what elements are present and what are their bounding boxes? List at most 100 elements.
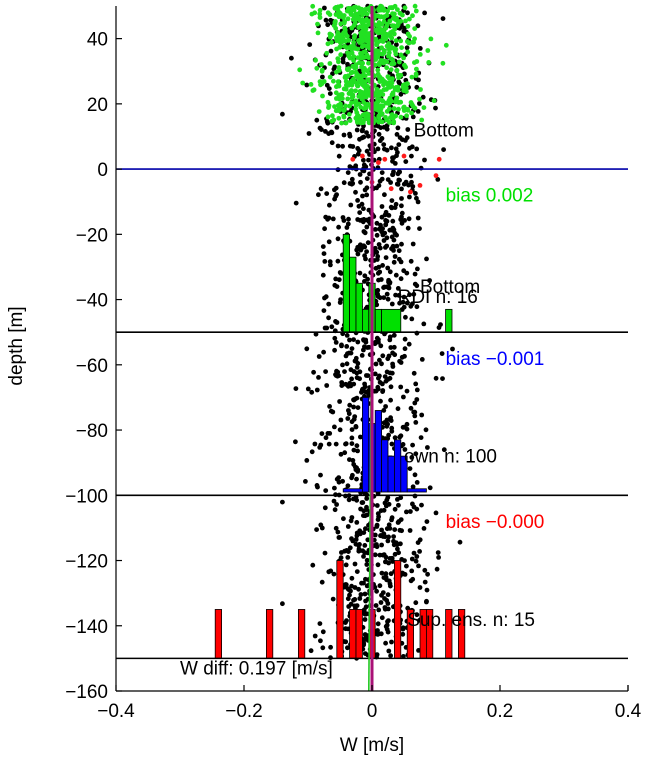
- scatter-point: [351, 337, 356, 342]
- scatter-point: [387, 227, 393, 233]
- scatter-point: [359, 353, 365, 358]
- scatter-point: [391, 534, 396, 539]
- scatter-point: [360, 38, 366, 44]
- scatter-point: [331, 498, 337, 504]
- red-point: [408, 189, 413, 195]
- scatter-point: [357, 118, 363, 124]
- scatter-point: [347, 337, 352, 343]
- scatter-point: [304, 346, 310, 352]
- scatter-point: [334, 284, 340, 289]
- scatter-point: [366, 40, 372, 46]
- scatter-point: [399, 210, 405, 216]
- scatter-point: [336, 479, 342, 485]
- scatter-point: [376, 34, 382, 40]
- scatter-point: [327, 61, 333, 66]
- histogram-bar: [214, 609, 222, 659]
- scatter-point: [345, 596, 351, 602]
- scatter-point: [305, 386, 311, 392]
- scatter-point: [322, 550, 328, 556]
- scatter-point: [363, 26, 369, 32]
- scatter-point: [365, 537, 371, 543]
- scatter-point: [409, 568, 415, 574]
- x-tick-label: 0: [367, 701, 378, 722]
- scatter-point: [381, 142, 387, 148]
- scatter-point: [400, 631, 406, 637]
- scatter-point: [375, 67, 381, 73]
- scatter-point: [384, 59, 390, 65]
- scatter-point: [393, 201, 399, 207]
- scatter-point: [389, 301, 395, 307]
- scatter-point: [414, 480, 420, 485]
- scatter-point: [376, 119, 382, 125]
- scatter-point: [323, 369, 328, 374]
- scatter-point: [351, 76, 356, 82]
- scatter-point: [362, 617, 368, 622]
- scatter-point: [322, 325, 328, 331]
- scatter-point: [380, 263, 385, 268]
- scatter-point: [373, 603, 379, 608]
- scatter-point: [397, 177, 402, 183]
- scatter-point: [384, 291, 390, 297]
- scatter-point: [395, 22, 401, 27]
- scatter-point: [340, 15, 346, 20]
- scatter-point: [347, 592, 352, 598]
- scatter-point: [407, 528, 413, 533]
- scatter-point: [414, 66, 419, 72]
- y-tick-label: −80: [76, 421, 108, 442]
- scatter-point: [342, 450, 348, 456]
- scatter-point: [354, 127, 360, 133]
- scatter-point: [333, 276, 339, 282]
- scatter-point: [415, 266, 420, 272]
- scatter-point: [365, 112, 371, 118]
- scatter-point: [313, 331, 319, 337]
- scatter-point: [340, 362, 345, 368]
- scatter-point: [318, 472, 323, 478]
- scatter-point: [413, 73, 419, 79]
- scatter-point: [412, 3, 418, 9]
- scatter-point: [392, 506, 398, 512]
- scatter-point: [353, 46, 358, 51]
- scatter-point: [343, 441, 349, 447]
- histogram-bar: [342, 488, 363, 493]
- scatter-point: [383, 218, 388, 223]
- scatter-point: [398, 384, 404, 390]
- scatter-point: [327, 202, 332, 208]
- scatter-point: [411, 291, 417, 297]
- scatter-point: [326, 301, 332, 307]
- scatter-point: [349, 176, 355, 182]
- scatter-point: [414, 84, 420, 90]
- scatter-point: [427, 485, 433, 491]
- scatter-point: [385, 421, 390, 427]
- scatter-point: [390, 11, 395, 16]
- scatter-point: [363, 104, 369, 110]
- scatter-point: [410, 103, 416, 109]
- scatter-point: [366, 157, 371, 163]
- scatter-point: [332, 5, 338, 11]
- scatter-point: [393, 113, 399, 119]
- scatter-point: [304, 82, 310, 88]
- x-tick-label: 0.2: [487, 701, 513, 722]
- scatter-point: [435, 177, 441, 182]
- scatter-point: [409, 556, 415, 562]
- scatter-point: [413, 451, 419, 457]
- histogram-bar: [355, 609, 363, 659]
- scatter-point: [417, 46, 423, 51]
- scatter-point: [398, 91, 404, 97]
- scatter-point: [362, 32, 368, 38]
- scatter-point: [415, 23, 421, 29]
- scatter-point: [308, 82, 314, 87]
- scatter-point: [323, 435, 329, 441]
- scatter-point: [306, 131, 312, 136]
- scatter-point: [436, 325, 442, 330]
- scatter-point: [391, 332, 397, 338]
- scatter-point: [388, 653, 393, 659]
- scatter-point: [389, 425, 395, 431]
- scatter-point: [345, 524, 351, 529]
- scatter-point: [389, 35, 395, 41]
- scatter-point: [384, 65, 390, 71]
- scatter-point: [412, 400, 418, 406]
- scatter-point: [410, 184, 416, 189]
- scatter-point: [361, 530, 367, 535]
- histogram-bar: [393, 560, 402, 659]
- scatter-point: [349, 427, 355, 432]
